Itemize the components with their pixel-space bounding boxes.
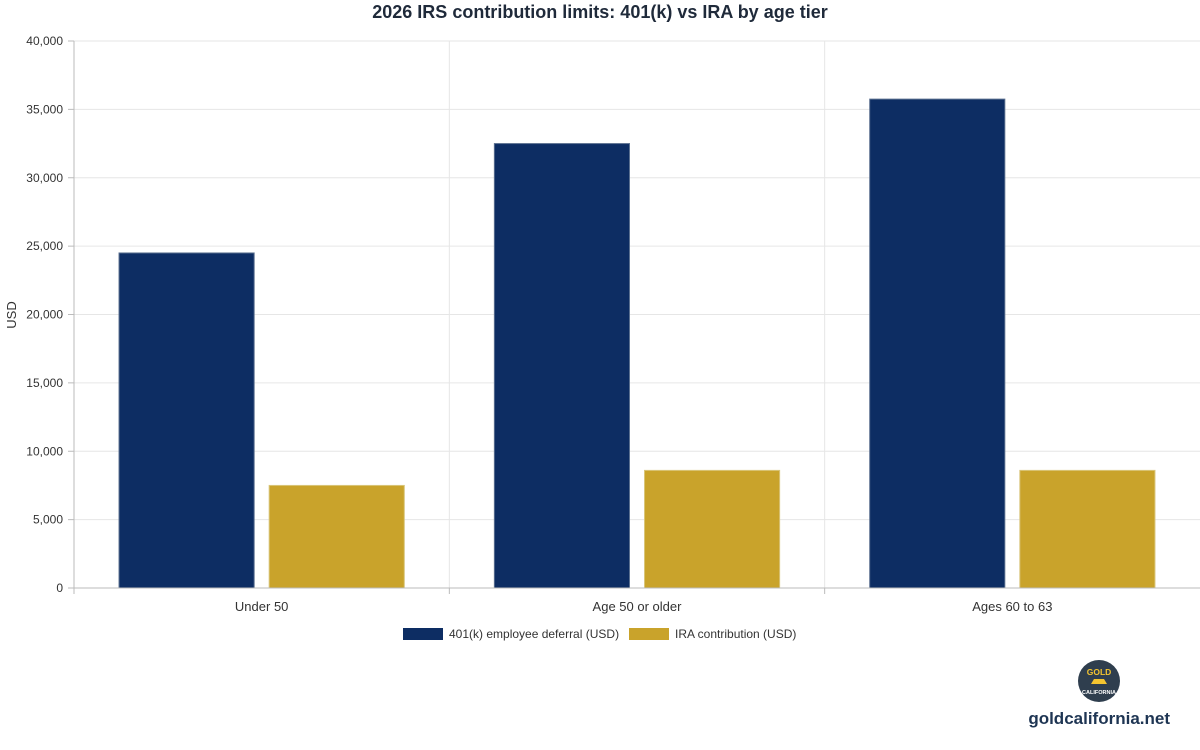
y-tick-label: 0 [56,581,63,595]
y-tick-label: 30,000 [26,171,63,185]
y-tick-label: 25,000 [26,239,63,253]
gold-california-logo: GOLD CALIFORNIA [1078,660,1120,702]
brand-site-link[interactable]: goldcalifornia.net [1028,709,1170,728]
y-tick-label: 40,000 [26,34,63,48]
y-tick-label: 10,000 [26,444,63,458]
chart-title: 2026 IRS contribution limits: 401(k) vs … [372,2,827,22]
logo-top-text: GOLD [1087,667,1112,677]
legend: 401(k) employee deferral (USD) IRA contri… [403,627,796,641]
bars [118,98,1156,589]
gridlines [74,40,1200,588]
y-tick-label: 5,000 [33,513,63,527]
y-tick-label: 35,000 [26,102,63,116]
axes: 0 5,000 10,000 15,000 20,000 25,000 30,000 35,0… [26,34,1200,614]
legend-swatch-ira [629,628,669,640]
bar-401k [493,143,630,589]
x-tick-label: Age 50 or older [593,599,683,614]
logo-bottom-text: CALIFORNIA [1082,690,1116,696]
legend-label-401k: 401(k) employee deferral (USD) [449,627,619,641]
bar-401k [869,98,1006,589]
bar-ira [644,469,781,589]
legend-swatch-401k [403,628,443,640]
bar-401k [118,252,255,589]
x-tick-label: Ages 60 to 63 [972,599,1052,614]
legend-label-ira: IRA contribution (USD) [675,627,796,641]
y-tick-label: 15,000 [26,376,63,390]
bar-ira [1019,469,1156,589]
x-tick-label: Under 50 [235,599,288,614]
y-axis-title: USD [4,301,19,328]
y-tick-label: 20,000 [26,308,63,322]
bar-ira [268,484,405,589]
